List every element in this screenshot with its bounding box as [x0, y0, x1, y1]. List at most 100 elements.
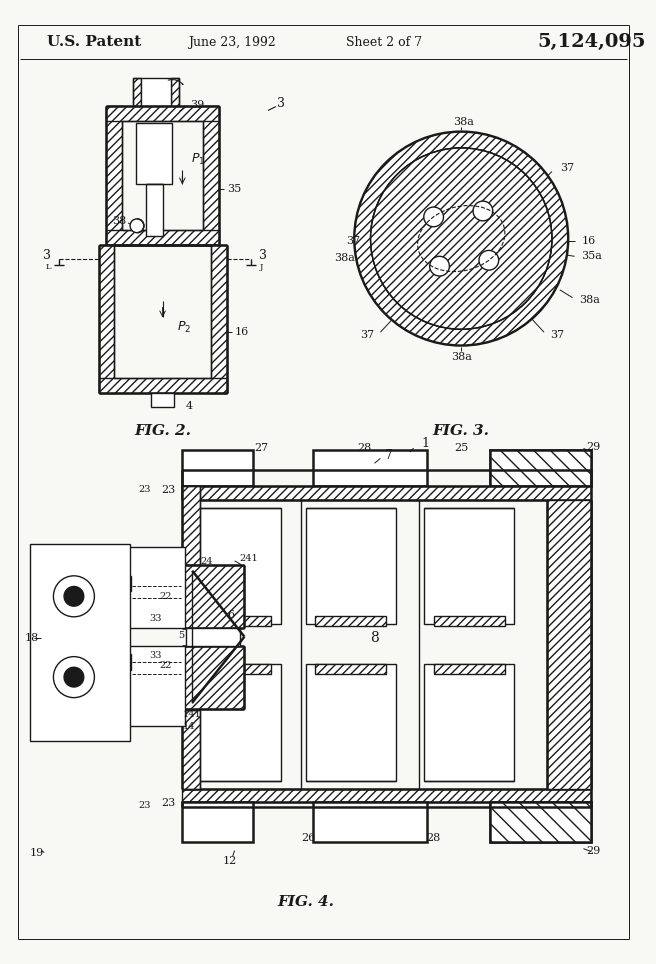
Bar — [306, 508, 396, 624]
Text: FIG. 4.: FIG. 4. — [277, 895, 334, 909]
Text: 19: 19 — [30, 847, 44, 858]
Bar — [190, 508, 281, 624]
Text: L: L — [46, 263, 51, 271]
Text: 23: 23 — [138, 801, 151, 810]
Text: 7: 7 — [385, 449, 393, 462]
Text: 28: 28 — [426, 833, 441, 843]
Circle shape — [371, 147, 552, 330]
Text: 37: 37 — [550, 330, 564, 340]
Text: 141: 141 — [182, 710, 201, 719]
Text: 37: 37 — [346, 235, 361, 246]
Text: U.S. Patent: U.S. Patent — [47, 36, 142, 49]
Text: $P_1$: $P_1$ — [191, 152, 205, 168]
FancyArrowPatch shape — [410, 448, 413, 451]
Text: 35: 35 — [227, 184, 241, 195]
Bar — [113, 576, 131, 591]
Bar — [200, 664, 271, 674]
Circle shape — [424, 207, 443, 227]
Bar — [182, 565, 245, 628]
Circle shape — [35, 557, 113, 635]
Bar — [133, 78, 141, 112]
Text: 35a: 35a — [581, 252, 602, 261]
Wedge shape — [355, 132, 567, 345]
Bar — [106, 105, 219, 121]
Text: 12: 12 — [222, 856, 237, 867]
Text: 38a: 38a — [334, 254, 355, 263]
Circle shape — [64, 586, 84, 606]
Bar — [490, 802, 591, 842]
Text: 23: 23 — [161, 485, 175, 495]
FancyArrowPatch shape — [168, 80, 183, 85]
Bar — [136, 123, 173, 184]
Bar — [146, 184, 163, 235]
Text: 39: 39 — [190, 99, 205, 110]
Text: Sheet 2 of 7: Sheet 2 of 7 — [346, 36, 422, 49]
Text: 33: 33 — [149, 613, 161, 623]
Bar — [106, 105, 122, 246]
Bar — [182, 802, 253, 842]
Text: 24: 24 — [201, 557, 213, 566]
Text: FIG. 3.: FIG. 3. — [433, 424, 489, 438]
Circle shape — [479, 251, 499, 270]
Bar — [434, 664, 504, 674]
Text: 38a: 38a — [453, 118, 474, 127]
Text: 25: 25 — [454, 442, 468, 452]
Text: 29: 29 — [586, 442, 601, 451]
Text: 16: 16 — [235, 327, 249, 337]
Text: 26: 26 — [301, 833, 316, 843]
Text: 22: 22 — [159, 660, 171, 670]
Circle shape — [53, 576, 94, 617]
Bar — [547, 499, 591, 789]
Text: 4: 4 — [185, 401, 192, 411]
Text: 28: 28 — [358, 442, 372, 452]
Bar — [203, 105, 219, 246]
Bar — [141, 78, 171, 109]
Bar — [434, 616, 504, 626]
Bar — [182, 710, 200, 789]
Circle shape — [430, 256, 449, 276]
Text: 38a: 38a — [579, 295, 600, 305]
Text: 5: 5 — [178, 631, 184, 640]
Text: 22: 22 — [159, 592, 171, 601]
Text: 5,124,095: 5,124,095 — [537, 34, 646, 51]
Text: 8: 8 — [370, 630, 379, 645]
Bar — [128, 547, 185, 628]
Bar — [30, 544, 130, 741]
Text: June 23, 1992: June 23, 1992 — [188, 36, 276, 49]
Bar — [490, 802, 591, 842]
Bar — [490, 450, 591, 486]
Bar — [182, 486, 591, 499]
Bar — [200, 616, 271, 626]
Text: $P_2$: $P_2$ — [177, 320, 192, 335]
Text: 23: 23 — [138, 486, 151, 495]
Text: 33: 33 — [149, 651, 161, 660]
Bar — [182, 789, 591, 802]
Bar — [182, 450, 253, 486]
Bar — [171, 78, 179, 112]
Text: J: J — [259, 263, 262, 271]
Circle shape — [473, 201, 493, 221]
Text: 3: 3 — [43, 249, 51, 262]
Text: 38a: 38a — [451, 352, 472, 362]
Bar — [490, 450, 591, 486]
Bar — [316, 664, 386, 674]
Bar — [151, 393, 174, 407]
Bar — [98, 246, 114, 393]
Text: 3: 3 — [259, 249, 267, 262]
Bar — [314, 802, 427, 842]
Text: 18: 18 — [25, 632, 39, 643]
Circle shape — [355, 132, 567, 345]
Text: 29: 29 — [586, 845, 601, 856]
Circle shape — [130, 219, 144, 232]
Bar — [424, 508, 514, 624]
Text: 6: 6 — [227, 610, 234, 620]
Text: 38: 38 — [112, 216, 126, 226]
Text: FIG. 2.: FIG. 2. — [134, 424, 191, 438]
Bar — [490, 802, 591, 842]
Text: 241: 241 — [239, 554, 258, 563]
Bar — [424, 664, 514, 781]
Bar — [182, 646, 245, 709]
Bar — [182, 486, 200, 565]
Text: 37: 37 — [560, 163, 574, 173]
Text: 23: 23 — [161, 798, 175, 808]
